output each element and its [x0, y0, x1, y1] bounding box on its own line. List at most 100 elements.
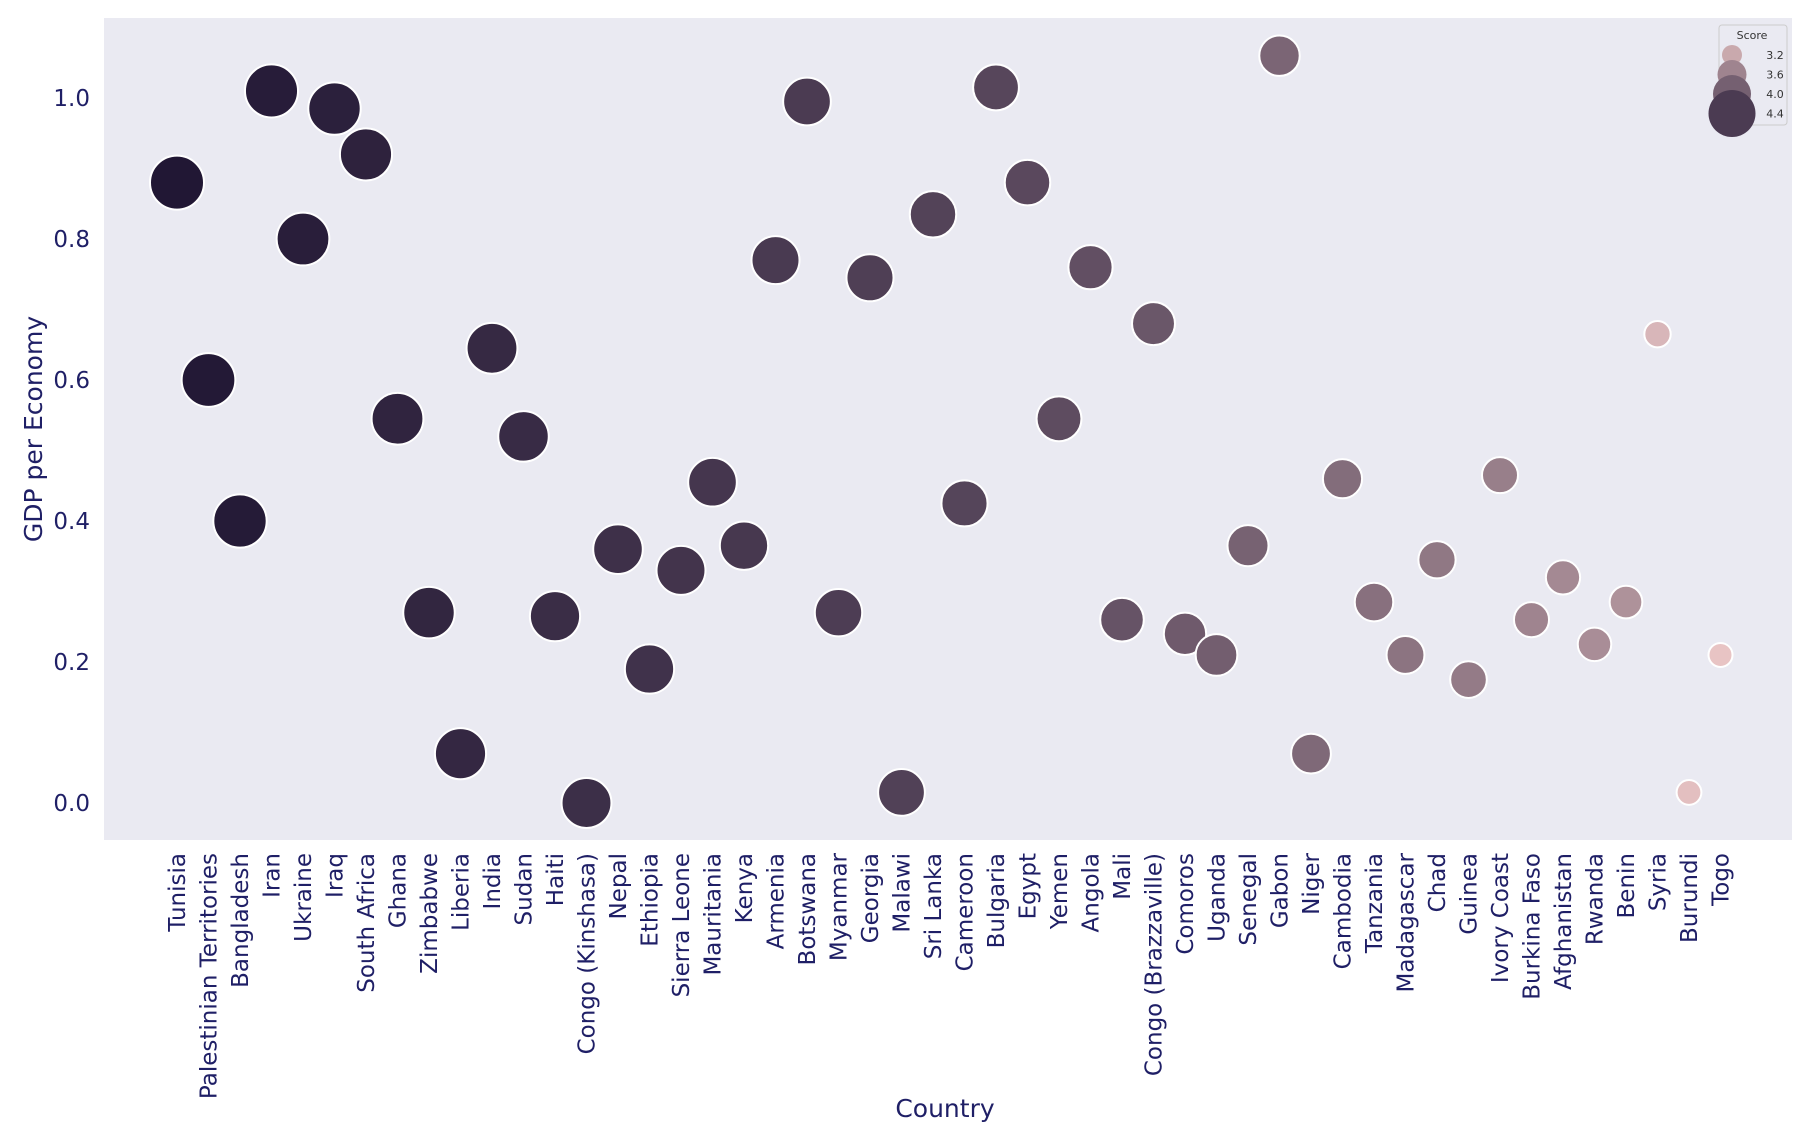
x-tick-label: Togo — [1709, 853, 1735, 907]
legend-title: Score — [1737, 29, 1768, 42]
x-tick-label: Syria — [1646, 853, 1672, 911]
x-tick-label: Yemen — [1047, 853, 1073, 930]
legend-marker — [1722, 45, 1742, 65]
x-tick-label: Kenya — [732, 853, 758, 923]
data-point — [1258, 34, 1301, 77]
data-point — [718, 520, 770, 571]
x-tick-label: Iraq — [323, 853, 349, 898]
x-tick-label: Madagascar — [1394, 852, 1420, 992]
y-tick-labels: 0.0 0.2 0.4 0.6 0.8 1.0 — [53, 86, 90, 817]
x-tick-label: Cameroon — [953, 853, 979, 971]
x-tick-label: Botswana — [795, 853, 821, 965]
y-tick-label: 0.0 — [53, 791, 90, 817]
data-point — [1035, 395, 1083, 443]
data-point — [877, 768, 926, 817]
data-point — [782, 76, 832, 127]
x-tick-label: India — [480, 853, 506, 909]
data-point — [1067, 244, 1114, 291]
data-point — [1608, 584, 1644, 620]
data-point — [940, 479, 989, 528]
x-tick-label: Armenia — [764, 853, 790, 949]
data-point — [655, 544, 707, 596]
data-point — [1290, 732, 1332, 775]
x-tick-label: Ghana — [386, 853, 412, 928]
x-tick-label: Zimbabwe — [417, 853, 443, 974]
y-tick-label: 0.8 — [53, 227, 90, 253]
y-tick-label: 0.4 — [53, 509, 90, 535]
x-tick-label: Rwanda — [1583, 853, 1609, 945]
data-point — [845, 253, 895, 303]
legend-label: 3.2 — [1766, 49, 1784, 62]
x-tick-label: Malawi — [890, 853, 916, 933]
data-point — [1417, 540, 1457, 580]
data-point — [402, 585, 456, 640]
x-tick-label: Myanmar — [827, 852, 853, 961]
x-tick-label: Sudan — [512, 853, 538, 925]
x-tick-label: Georgia — [858, 853, 884, 943]
x-tick-label: Afghanistan — [1551, 853, 1577, 990]
x-tick-label: Nepal — [606, 853, 632, 919]
x-tick-label: Tanzania — [1362, 853, 1388, 954]
data-point — [592, 523, 644, 575]
data-point — [212, 493, 268, 549]
data-point — [1512, 601, 1551, 639]
data-point — [433, 727, 488, 781]
data-point — [750, 235, 801, 286]
y-axis-label: GDP per Economy — [19, 316, 48, 542]
x-tick-label: Burkina Faso — [1520, 853, 1546, 1000]
data-point — [1449, 660, 1488, 699]
x-tick-label: Cambodia — [1331, 853, 1357, 969]
data-point — [497, 410, 550, 463]
data-point — [1707, 641, 1734, 668]
x-tick-label: Sri Lanka — [921, 853, 947, 959]
data-point — [972, 63, 1020, 112]
x-tick-label: Guinea — [1457, 853, 1483, 935]
x-tick-label: Congo (Kinshasa) — [575, 853, 601, 1054]
x-tick-label: Angola — [1079, 853, 1105, 932]
data-point — [1003, 158, 1052, 207]
points-layer — [149, 34, 1734, 829]
y-tick-label: 0.2 — [53, 650, 90, 676]
data-point — [1544, 559, 1582, 596]
y-tick-label: 0.6 — [53, 368, 90, 394]
data-point — [465, 321, 519, 375]
x-tick-label: Ukraine — [291, 853, 317, 942]
x-tick-label: Uganda — [1205, 853, 1231, 942]
data-point — [1353, 581, 1395, 623]
data-point — [1131, 301, 1176, 347]
x-tick-label: Gabon — [1268, 853, 1294, 928]
data-point — [687, 456, 738, 508]
data-point — [1385, 635, 1426, 675]
y-tick-label: 1.0 — [53, 86, 90, 112]
data-point — [1194, 633, 1239, 677]
x-tick-label: Mauritania — [701, 853, 727, 976]
x-tick-label: Haiti — [543, 853, 569, 906]
x-tick-label: Sierra Leone — [669, 853, 695, 997]
x-tick-label: South Africa — [354, 853, 380, 993]
data-point — [243, 63, 300, 119]
x-tick-label: Ethiopia — [638, 853, 664, 947]
data-point — [307, 81, 362, 136]
data-point — [1099, 596, 1145, 643]
data-point — [560, 777, 613, 829]
x-tick-label: Mali — [1110, 853, 1136, 900]
x-tick-label: Senegal — [1236, 853, 1262, 946]
x-tick-label: Niger — [1299, 852, 1325, 914]
data-point — [813, 587, 864, 638]
data-point — [1226, 524, 1270, 568]
data-point — [1481, 456, 1519, 495]
x-tick-label: Burundi — [1677, 853, 1703, 943]
data-point — [1675, 779, 1703, 806]
legend-entries: 3.2 3.6 4.0 4.4 — [1708, 45, 1784, 137]
x-tick-label: Bangladesh — [228, 853, 254, 988]
x-tick-label: Liberia — [449, 853, 475, 931]
x-axis-label: Country — [895, 1094, 995, 1123]
size-legend: Score 3.2 3.6 4.0 4.4 — [1708, 24, 1788, 137]
legend-marker — [1708, 90, 1756, 137]
data-point — [908, 190, 958, 239]
data-point — [623, 643, 676, 695]
x-tick-label: Comoros — [1173, 853, 1199, 955]
data-point — [370, 391, 425, 446]
data-point — [338, 127, 394, 182]
